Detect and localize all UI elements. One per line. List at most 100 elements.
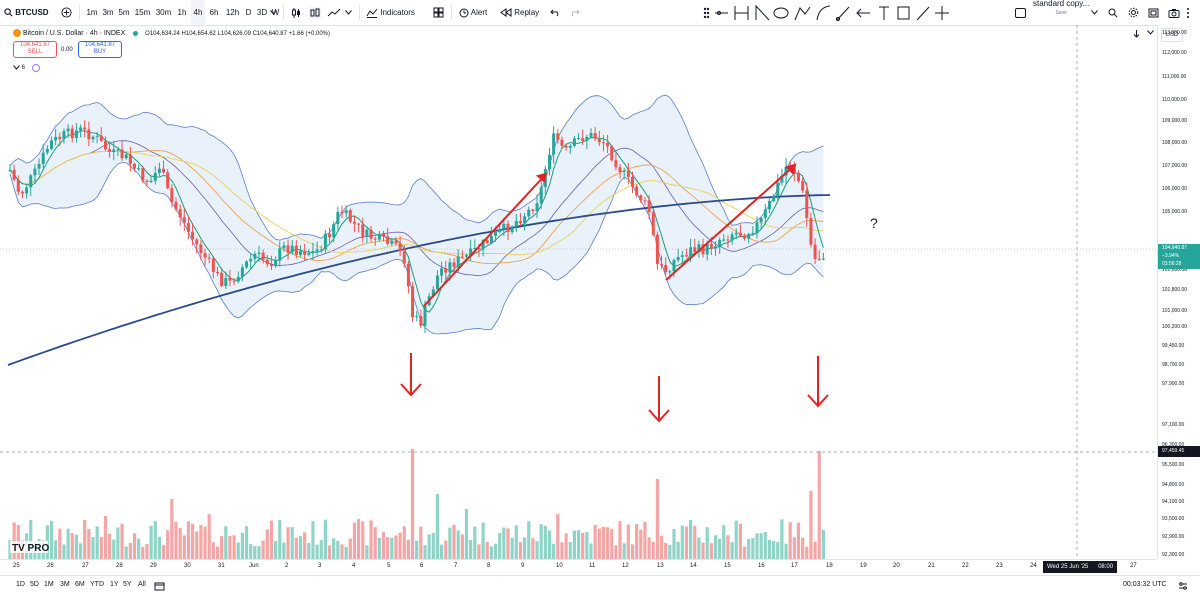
legend-ohlc: O104,634.24 H104,654.62 L104,626.09 C104…	[145, 30, 330, 37]
add-symbol-button[interactable]	[61, 0, 72, 25]
volume-bar	[680, 525, 684, 559]
grid-icon	[433, 7, 444, 18]
volume-bar	[415, 540, 419, 559]
separator	[283, 5, 284, 20]
volume-bar	[274, 541, 278, 559]
volume-bar	[402, 526, 406, 559]
symbol-search[interactable]: BTCUSD	[4, 0, 49, 25]
range-5d[interactable]: 5D	[30, 581, 39, 588]
date-label: 13	[657, 563, 664, 569]
candle	[489, 226, 493, 245]
legend-title[interactable]: Bitcoin / U.S. Dollar · 4h · INDEX	[22, 29, 126, 37]
trend-line	[423, 173, 547, 307]
buy-button[interactable]: 104,641.87 BUY	[78, 41, 122, 58]
layout-button[interactable]	[1015, 0, 1026, 25]
timeframe-3D[interactable]: 3D	[256, 8, 268, 17]
layout-dropdown[interactable]	[1091, 0, 1098, 25]
sell-button[interactable]: 104,641.87 SELL	[13, 41, 57, 58]
object-tree-button[interactable]	[32, 64, 40, 74]
currency-selector[interactable]: USD	[1161, 28, 1183, 42]
candle	[128, 146, 132, 172]
volume-bar	[278, 519, 282, 559]
range-all[interactable]: All	[138, 581, 146, 588]
candle	[153, 166, 157, 185]
volume-bar	[340, 544, 344, 559]
settings-sliders-icon	[1179, 582, 1187, 590]
line-chart-button[interactable]	[327, 0, 353, 25]
candle	[618, 164, 622, 179]
candle	[29, 173, 33, 196]
range-1m[interactable]: 1M	[44, 581, 54, 588]
price-chart[interactable]: ? TV PRO	[0, 25, 1157, 559]
volume-bar	[199, 525, 203, 559]
candle	[58, 132, 62, 147]
timeframe-3m[interactable]: 3m	[102, 8, 114, 17]
candles-icon	[292, 7, 300, 18]
bottom-settings-button[interactable]	[1178, 581, 1188, 593]
bars-icon	[309, 6, 321, 19]
settings-button[interactable]	[1128, 0, 1139, 25]
volume-bar	[564, 533, 568, 559]
volume-bar	[215, 546, 220, 559]
volume-bar	[780, 519, 784, 559]
candle	[74, 122, 78, 143]
volume-bar	[556, 514, 560, 559]
candle	[336, 206, 340, 230]
templates-button[interactable]	[433, 0, 444, 25]
arrow-left-icon	[856, 8, 870, 18]
range-6m[interactable]: 6M	[75, 581, 85, 588]
date-label: 22	[962, 563, 969, 569]
chart-menu-button[interactable]	[1147, 30, 1154, 37]
range-ytd[interactable]: YTD	[90, 581, 104, 588]
volume-bar	[419, 526, 423, 559]
candle	[166, 168, 170, 190]
price-axis[interactable]: USD 113,000.00 112,000.00 111,000.00 110,00…	[1157, 25, 1200, 559]
candle	[801, 177, 805, 194]
more-options-button[interactable]	[1186, 0, 1190, 25]
candle	[79, 124, 83, 138]
candle	[510, 225, 514, 235]
timeframe-D[interactable]: D	[245, 8, 252, 17]
timeframe-1h[interactable]: 1h	[177, 8, 187, 17]
go-to-date-button[interactable]	[154, 581, 165, 593]
candle	[249, 253, 253, 270]
quick-search-button[interactable]	[1108, 0, 1118, 25]
range-5y[interactable]: 5Y	[123, 581, 132, 588]
bar-style-button[interactable]	[291, 0, 301, 25]
download-button[interactable]	[1133, 30, 1140, 40]
undo-button[interactable]	[550, 0, 561, 25]
alert-button[interactable]: Alert	[459, 0, 487, 25]
date-label: 16	[758, 563, 765, 569]
timeframe-6h[interactable]: 6h	[209, 8, 219, 17]
chart-type-button[interactable]	[309, 0, 321, 25]
price-label: 109,000.00	[1162, 118, 1188, 124]
timeframe-5m[interactable]: 5m	[118, 8, 130, 17]
volume-bar	[257, 546, 261, 559]
redo-button[interactable]	[569, 0, 580, 25]
timeframe-4h[interactable]: 4h	[191, 0, 205, 25]
layout-name[interactable]: standard copy... Save	[1033, 0, 1089, 22]
fullscreen-button[interactable]	[1148, 0, 1159, 25]
indicators-toggle[interactable]: 6	[13, 65, 25, 71]
timeframe-dropdown[interactable]	[270, 0, 277, 25]
timeframe-12h[interactable]: 12h	[225, 8, 240, 17]
candle	[16, 175, 20, 196]
snapshot-button[interactable]	[1168, 0, 1180, 25]
candle	[103, 136, 107, 151]
volume-bar	[659, 535, 664, 559]
range-3m[interactable]: 3M	[60, 581, 70, 588]
volume-bar	[431, 533, 435, 559]
range-1y[interactable]: 1Y	[110, 581, 119, 588]
volume-bar	[726, 535, 730, 559]
indicators-button[interactable]: Indicators	[366, 0, 415, 25]
replay-button[interactable]: Replay	[500, 0, 539, 25]
candle	[398, 236, 402, 257]
time-axis[interactable]: 25 26 27 28 29 30 31 Jun 2 3 4 5 6 7 8 9 10 11 12 13 14 15 16 1…	[0, 559, 1157, 575]
timeframe-30m[interactable]: 30m	[155, 8, 172, 17]
clock-display[interactable]: 00:03:32 UTC	[1123, 581, 1167, 588]
timeframe-1m[interactable]: 1m	[86, 8, 98, 17]
timeframe-15m[interactable]: 15m	[134, 8, 151, 17]
range-1d[interactable]: 1D	[16, 581, 25, 588]
volume-bar	[336, 540, 340, 559]
alert-label: Alert	[470, 8, 488, 17]
